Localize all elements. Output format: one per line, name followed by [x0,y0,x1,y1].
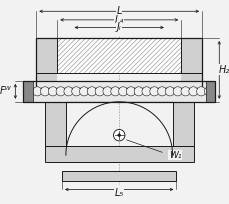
Text: L₅: L₅ [114,188,123,198]
Bar [57,38,180,73]
Circle shape [196,87,205,96]
Text: L₄: L₄ [114,15,123,25]
Bar [23,81,215,102]
Bar [23,81,32,102]
Circle shape [126,87,135,96]
Circle shape [134,87,143,96]
Bar [36,38,57,89]
Circle shape [113,130,124,141]
Circle shape [172,87,182,96]
Circle shape [180,87,189,96]
Bar [23,81,215,102]
Circle shape [141,87,150,96]
Circle shape [56,87,65,96]
Circle shape [48,87,57,96]
Text: Jₗ: Jₗ [117,22,121,32]
Bar [172,102,193,146]
Circle shape [117,134,120,137]
Circle shape [64,87,73,96]
Circle shape [204,87,213,96]
Circle shape [157,87,166,96]
Circle shape [33,87,42,96]
Circle shape [165,87,174,96]
Bar [180,38,201,89]
Text: H₂: H₂ [218,65,229,75]
Circle shape [103,87,112,96]
Text: W₁: W₁ [168,151,180,160]
Circle shape [149,87,158,96]
Circle shape [87,87,96,96]
Circle shape [110,87,119,96]
Circle shape [79,87,88,96]
Bar [45,102,65,146]
Bar [57,38,180,73]
Bar [205,81,215,102]
Circle shape [95,87,104,96]
Text: Fᵂ: Fᵂ [0,86,11,96]
Circle shape [25,87,34,96]
Circle shape [71,87,81,96]
Circle shape [188,87,197,96]
Bar [62,171,176,181]
Text: L: L [116,6,121,16]
Circle shape [40,87,49,96]
Bar [36,38,201,89]
Circle shape [118,87,127,96]
Bar [45,146,193,162]
